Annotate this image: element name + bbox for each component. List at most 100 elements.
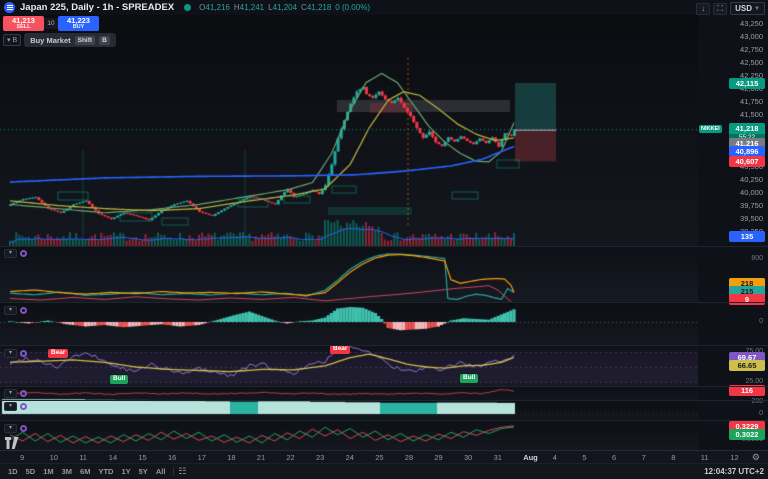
pane-separator[interactable]: [0, 345, 768, 346]
order-panel-collapse[interactable]: ▾ B: [3, 34, 22, 46]
download-icon[interactable]: ↓: [696, 2, 711, 15]
pane-scale-label: 0: [759, 318, 763, 325]
price-tick-label: 43,250: [740, 19, 763, 28]
time-tick-label: 21: [256, 453, 266, 462]
time-tick-label: 30: [464, 453, 473, 462]
time-tick-label: 11: [79, 453, 87, 462]
time-tick-label: 12: [730, 453, 739, 462]
price-axis[interactable]: 43,25043,00042,75042,50042,25042,00041,7…: [698, 15, 768, 450]
shift-key-chip: Shift: [74, 35, 96, 45]
pane-controls-waves-pane: ▾: [4, 424, 27, 433]
time-tick-label: 25: [375, 453, 384, 462]
menu-logo-icon[interactable]: [4, 2, 15, 13]
pane-controls-momentum-pane: ▾: [4, 306, 27, 315]
ohlc-value: 41,204: [272, 3, 298, 12]
range-button-6m[interactable]: 6M: [80, 467, 91, 476]
buy-button[interactable]: 41,223 BUY: [58, 16, 99, 31]
pane-separator[interactable]: [0, 420, 768, 421]
chevron-down-icon[interactable]: ▾: [4, 349, 17, 358]
price-axis-badge: 42,115: [729, 78, 765, 89]
buy-market-tooltip: Buy Market Shift B: [24, 33, 116, 47]
range-button-5y[interactable]: 5Y: [138, 467, 148, 476]
time-axis[interactable]: ⚙ 9 10 11 14 15 16 17 18 21 22 23 24 25 28 29 30 31 Aug 4 5…: [0, 450, 768, 463]
time-tick-label: 17: [197, 453, 206, 462]
currency-dropdown[interactable]: USD ▼: [730, 2, 765, 15]
time-tick-label: 14: [108, 453, 118, 462]
b-key-chip: B: [99, 35, 110, 45]
price-tick-label: 42,500: [740, 58, 763, 67]
tradingview-logo[interactable]: [5, 436, 21, 454]
topbar: Japan 225, Daily - 1h - SPREADEX O41,216…: [0, 0, 768, 15]
time-tick-label: 7: [641, 453, 646, 462]
chart-canvas[interactable]: [0, 0, 698, 450]
chevron-down-icon[interactable]: ▾: [4, 424, 17, 433]
chevron-down-icon[interactable]: ▾: [4, 249, 17, 258]
sell-button[interactable]: 41,213 SELL: [3, 16, 44, 31]
time-tick-label: Aug: [523, 453, 538, 462]
price-tick-label: 41,500: [740, 110, 763, 119]
toolbar-divider: [173, 467, 175, 476]
chevron-down-icon[interactable]: ▾: [4, 402, 17, 411]
pane-scale-label: 25.00: [745, 378, 763, 385]
pane-scale-label: 0: [759, 410, 763, 417]
time-tick-label: 29: [434, 453, 443, 462]
indicator-icon[interactable]: [20, 350, 27, 357]
pane-separator[interactable]: [0, 400, 768, 401]
time-tick-label: 8: [671, 453, 676, 462]
timezone-clock[interactable]: 12:04:37 UTC+2: [704, 467, 764, 476]
pane-separator[interactable]: [0, 246, 768, 247]
pane-scale-label: 800: [751, 255, 763, 262]
range-button-1d[interactable]: 1D: [8, 467, 18, 476]
ohlc-values: O41,216 H41,241 L41,204 C41,218 0 (0.00%): [199, 3, 374, 12]
time-tick-label: 11: [700, 453, 709, 462]
chevron-down-icon[interactable]: ▾: [4, 389, 17, 398]
bottom-toolbar: 1D 5D 1M 3M 6M YTD 1Y 5Y All ☷ 12:04:37 UTC+2: [0, 463, 768, 479]
time-tick-label: 22: [286, 453, 295, 462]
currency-label: USD: [735, 4, 753, 13]
time-tick-label: 4: [552, 453, 557, 462]
time-tick-label: 6: [612, 453, 617, 462]
price-axis-badge: 41,216: [729, 138, 765, 149]
time-tick-label: 28: [404, 453, 414, 462]
pane-controls-adx-pane: ▾: [4, 249, 27, 258]
indicator-icon[interactable]: [20, 403, 27, 410]
sell-price: 41,213: [12, 15, 35, 25]
range-button-all[interactable]: All: [155, 467, 166, 476]
ohlc-value: 41,216: [205, 3, 230, 12]
indicator-icon[interactable]: [20, 390, 27, 397]
pane-controls-rsi-pane: ▾: [4, 349, 27, 358]
indicator-icon[interactable]: [20, 307, 27, 314]
fullscreen-icon[interactable]: ⛶: [713, 2, 728, 15]
buy-price: 41,223: [67, 15, 90, 25]
range-button-1y[interactable]: 1Y: [121, 467, 131, 476]
bull-signal-label: Bull: [460, 374, 479, 383]
range-button-5d[interactable]: 5D: [25, 467, 36, 476]
pane-separator[interactable]: [0, 302, 768, 303]
indicator-icon[interactable]: [20, 425, 27, 432]
indicator-icon[interactable]: [20, 250, 27, 257]
price-axis-badge: 40,607: [729, 156, 765, 167]
range-button-3m[interactable]: 3M: [61, 467, 73, 476]
time-tick-label: 24: [345, 453, 354, 462]
market-status-icon: [184, 4, 192, 11]
sell-label: SELL: [16, 24, 31, 30]
collapse-key: B: [12, 36, 18, 44]
pane-value-badge: 0.3022: [729, 429, 765, 440]
symbol-axis-chip: NIKKEI: [699, 125, 722, 133]
time-tick-label: 9: [20, 453, 25, 462]
go-to-date-icon[interactable]: ☷: [178, 466, 187, 476]
range-button-1m[interactable]: 1M: [43, 467, 54, 476]
chevron-down-icon[interactable]: ▾: [4, 306, 17, 315]
price-tick-label: 42,250: [740, 71, 763, 80]
caret-down-icon: ▼: [754, 5, 760, 12]
bull-signal-label: Bull: [110, 375, 129, 384]
range-button-ytd[interactable]: YTD: [98, 467, 114, 476]
ohlc-key: H: [233, 3, 240, 12]
price-tick-label: 43,000: [740, 32, 763, 41]
symbol-title[interactable]: Japan 225, Daily - 1h - SPREADEX: [20, 2, 175, 13]
axis-settings-icon[interactable]: ⚙: [751, 452, 760, 462]
price-axis-badge: 40,896: [729, 146, 765, 157]
price-tick-label: 40,250: [740, 175, 763, 184]
pane-separator[interactable]: [0, 386, 768, 387]
ohlc-key: O: [199, 3, 206, 12]
